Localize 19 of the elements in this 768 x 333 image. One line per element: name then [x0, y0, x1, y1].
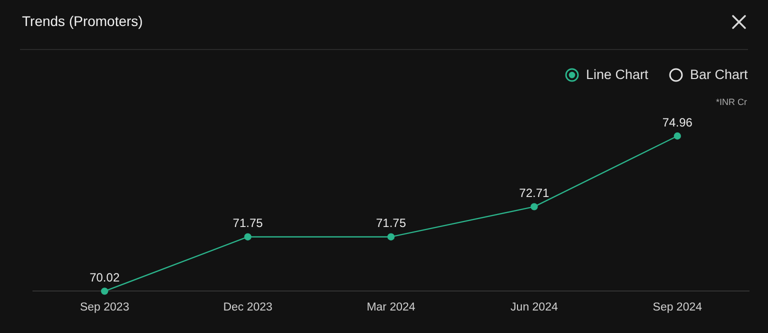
data-label: 72.71: [519, 186, 550, 200]
point: [530, 203, 538, 210]
x-tick-label: Sep 2024: [652, 301, 703, 314]
text: Bar Chart: [690, 67, 748, 82]
point: [674, 132, 681, 140]
data-label: 74.96: [662, 115, 693, 130]
point: [101, 288, 108, 295]
x-tick-label: Sep 2023: [80, 301, 130, 314]
point: [244, 233, 252, 240]
text: *INR Cr: [716, 97, 747, 107]
x-tick-label: Dec 2023: [223, 301, 272, 314]
data-label: 71.75: [376, 216, 406, 230]
point: [387, 233, 395, 240]
chart-title: Trends (Promoters): [22, 13, 143, 29]
text: Line Chart: [586, 67, 648, 82]
x-tick-label: Mar 2024: [366, 301, 416, 314]
data-label: 70.02: [90, 270, 120, 285]
x-tick-label: Jun 2024: [510, 301, 558, 314]
data-label: 71.75: [232, 216, 264, 230]
